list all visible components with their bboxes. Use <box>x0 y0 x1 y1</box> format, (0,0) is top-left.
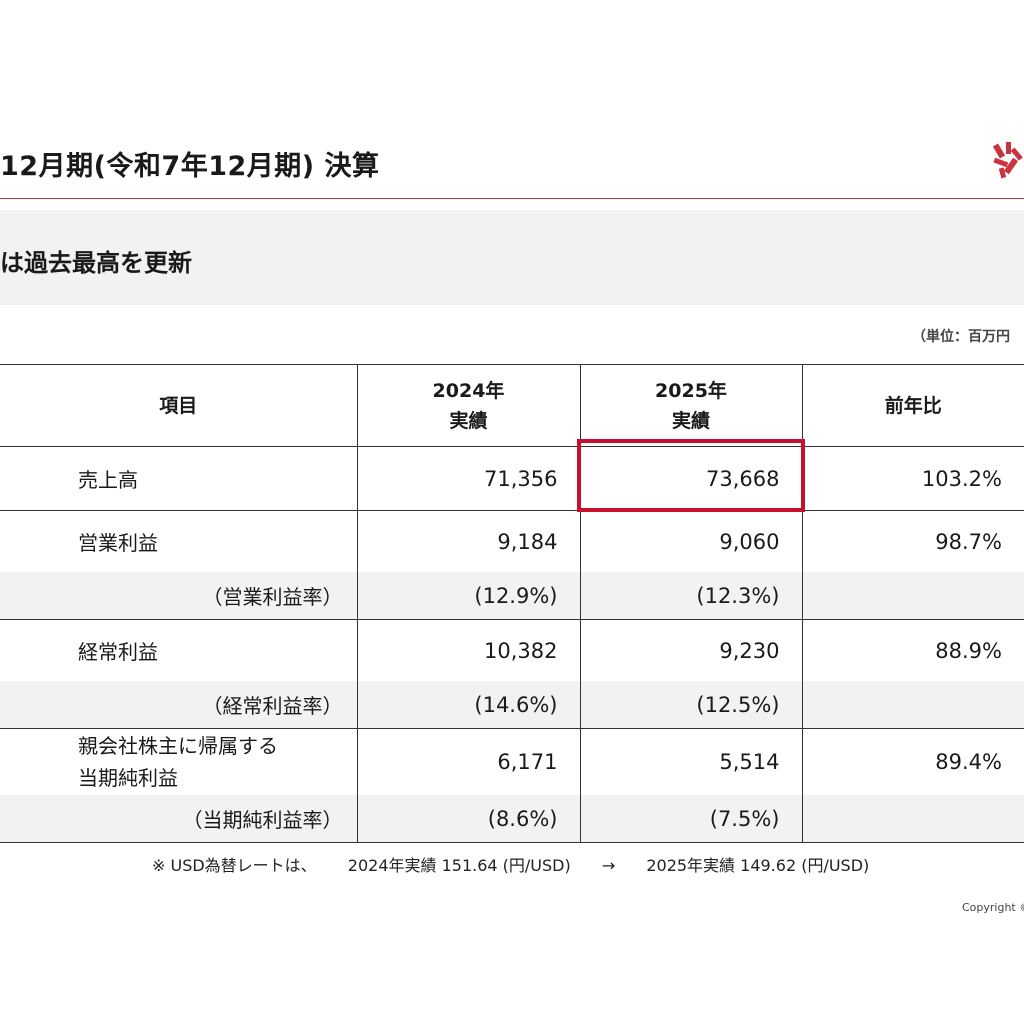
cell-fy2025: (7.5%) <box>579 795 803 843</box>
row-label: （経常利益率） <box>0 681 358 729</box>
table-row-sales: 売上高 71,356 73,668 103.2% <box>0 446 1024 511</box>
cell-fy2025: 9,230 <box>579 619 803 681</box>
company-logo-icon <box>992 142 1023 179</box>
cell-yoy <box>801 681 1024 729</box>
cell-fy2024: (12.9%) <box>356 572 581 620</box>
copyright-text: Copyright © <box>962 901 1024 914</box>
row-label: 経常利益 <box>0 619 358 681</box>
headline-banner <box>0 210 1024 305</box>
cell-fy2024: (14.6%) <box>356 681 581 729</box>
cell-fy2025: (12.5%) <box>579 681 803 729</box>
table-row-ordinary-margin: （経常利益率） (14.6%) (12.5%) <box>0 681 1024 729</box>
cell-fy2024: 9,184 <box>356 510 581 572</box>
cell-fy2025: 9,060 <box>579 510 803 572</box>
cell-yoy: 88.9% <box>801 619 1024 681</box>
cell-yoy <box>801 572 1024 620</box>
unit-note: （単位：百万円 <box>912 329 1010 345</box>
row-label: 親会社株主に帰属する 当期純利益 <box>0 728 358 795</box>
cell-fy2024: 6,171 <box>356 728 581 795</box>
row-label-line2: 当期純利益 <box>78 766 178 790</box>
fx-rate-footnote: ※ USD為替レートは、 2024年実績 151.64 (円/USD) → 20… <box>152 852 895 876</box>
row-label: （当期純利益率） <box>0 795 358 843</box>
footnote-fy2025: 2025年実績 149.62 (円/USD) <box>646 856 870 875</box>
cell-fy2024: (8.6%) <box>356 795 581 843</box>
row-label: 売上高 <box>0 446 358 511</box>
row-label-line1: 親会社株主に帰属する <box>78 734 278 758</box>
cell-fy2024: 10,382 <box>356 619 581 681</box>
cell-fy2024: 71,356 <box>356 446 581 511</box>
table-row-operating-margin: （営業利益率） (12.9%) (12.3%) <box>0 572 1024 620</box>
header-item: 項目 <box>0 364 358 447</box>
title-divider <box>0 198 1024 199</box>
cell-yoy <box>801 795 1024 843</box>
table-row-net-margin: （当期純利益率） (8.6%) (7.5%) <box>0 795 1024 843</box>
cell-yoy: 98.7% <box>801 510 1024 572</box>
footnote-prefix: ※ USD為替レートは、 <box>152 856 317 875</box>
header-fy2024-year: 2024年 <box>432 379 505 402</box>
header-yoy: 前年比 <box>801 364 1024 447</box>
arrow-right-icon: → <box>601 856 616 875</box>
page-title: 12月期(令和7年12月期) 決算 <box>0 151 380 182</box>
table-row-ordinary-profit: 経常利益 10,382 9,230 88.9% <box>0 619 1024 681</box>
header-fy2025-year: 2025年 <box>655 379 727 402</box>
cell-fy2025: 5,514 <box>579 728 803 795</box>
headline-text: は過去最高を更新 <box>0 249 192 277</box>
header-fy2025-label: 実績 <box>671 409 710 432</box>
footnote-fy2024: 2024年実績 151.64 (円/USD) <box>347 856 571 875</box>
financial-results-table: 項目 2024年 実績 2025年 実績 前年比 売上高 71,356 73,6… <box>0 364 1024 843</box>
table-row-operating-profit: 営業利益 9,184 9,060 98.7% <box>0 510 1024 572</box>
cell-yoy: 103.2% <box>801 446 1024 511</box>
cell-fy2025: (12.3%) <box>579 572 803 620</box>
header-fy2024-label: 実績 <box>449 409 488 432</box>
cell-yoy: 89.4% <box>801 728 1024 795</box>
header-fy2025: 2025年 実績 <box>579 364 803 447</box>
row-label: 営業利益 <box>0 510 358 572</box>
table-row-net-income: 親会社株主に帰属する 当期純利益 6,171 5,514 89.4% <box>0 728 1024 795</box>
table-header-row: 項目 2024年 実績 2025年 実績 前年比 <box>0 364 1024 447</box>
row-label: （営業利益率） <box>0 572 358 620</box>
sales-highlight-box <box>577 439 805 512</box>
header-fy2024: 2024年 実績 <box>356 364 581 447</box>
